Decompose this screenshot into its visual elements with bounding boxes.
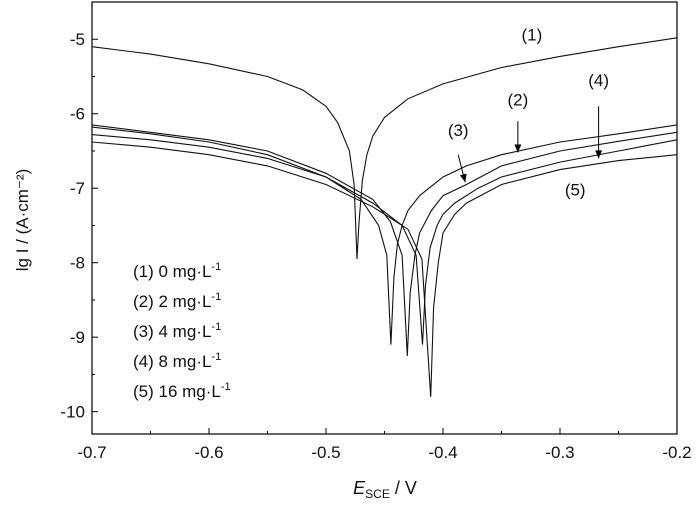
y-tick-label: -6: [70, 105, 85, 124]
arrow-head-3: [595, 150, 603, 159]
y-tick-label: -8: [70, 254, 85, 273]
legend: (1) 0 mg·L-1 (2) 2 mg·L-1 (3) 4 mg·L-1 (4) …: [133, 261, 231, 401]
arrow-head-2: [459, 173, 467, 183]
x-tick-label: -0.5: [311, 443, 340, 462]
x-tick-label: -0.3: [545, 443, 574, 462]
series-line-5: [91, 141, 678, 397]
arrow-head-1: [514, 144, 522, 153]
curves-layer: [91, 37, 678, 397]
annotations-layer: (1) (2) (3) (4) (5): [448, 26, 609, 200]
y-tick-label: -10: [60, 403, 85, 422]
y-tick-label: -7: [70, 179, 85, 198]
series-line-1: [91, 37, 678, 260]
curve-label-2: (2): [507, 91, 528, 110]
x-tick-label: -0.2: [662, 443, 691, 462]
x-tick-label: -0.7: [77, 443, 106, 462]
y-axis-label: lg I / (A·cm⁻²): [13, 169, 32, 271]
series-line-2: [91, 124, 678, 345]
series-line-4: [91, 134, 678, 345]
legend-entry-5: (5) 16 mg·L-1: [133, 381, 231, 401]
legend-entry-1: (1) 0 mg·L-1: [133, 261, 221, 281]
x-axis-label: ESCE / V: [353, 478, 417, 501]
y-tick-label: -5: [70, 30, 85, 49]
curve-label-4: (4): [588, 71, 609, 90]
x-tick-label: -0.4: [428, 443, 457, 462]
y-tick-label: -9: [70, 328, 85, 347]
ticks-layer: -0.7 -0.6 -0.5 -0.4 -0.3 -0.2 -10 -9 -8 -7 -6 -5: [60, 30, 691, 462]
series-line-3: [91, 124, 678, 356]
curve-label-5: (5): [565, 181, 586, 200]
legend-entry-4: (4) 8 mg·L-1: [133, 351, 221, 371]
legend-entry-2: (2) 2 mg·L-1: [133, 291, 221, 311]
x-tick-label: -0.6: [194, 443, 223, 462]
curve-label-1: (1): [522, 26, 543, 45]
curve-label-3: (3): [448, 121, 469, 140]
legend-entry-3: (3) 4 mg·L-1: [133, 321, 221, 341]
